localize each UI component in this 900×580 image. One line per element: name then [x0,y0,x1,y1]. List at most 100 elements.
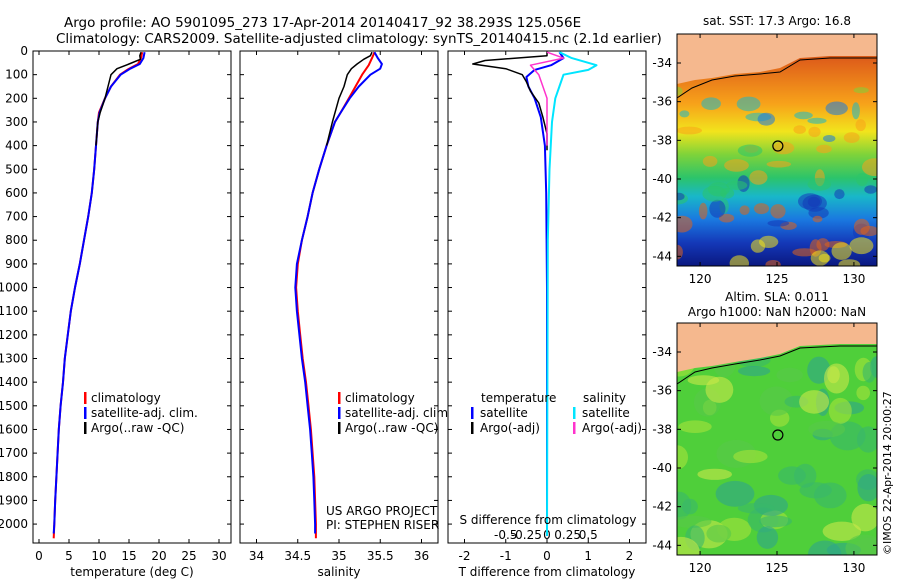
sst-texture-cell [825,101,848,116]
temperature-tick-labels: 0 5 10 15 20 25 30 [35,51,227,563]
sst-contour [677,57,877,99]
sla-texture-cell [778,466,806,485]
sst-texture-cell [701,97,721,110]
sla-argo-location-marker [772,429,784,441]
sla-texture-cell [737,503,775,514]
temperature-series [33,50,231,539]
title-line-2: Climatology: CARS2009. Satellite-adjuste… [56,31,662,47]
sst-texture-cell [698,202,708,220]
sla-longitude-tick-labels: 120 125 130 [689,323,865,575]
sla-texture-cell [814,482,847,509]
sla-texture-cell [828,397,852,424]
series-argo-raw-qc- [95,51,142,146]
sst-texture-cell [834,189,845,200]
sst-texture-cell [739,205,750,215]
legend-swatch-t-satellite [471,407,474,419]
difference-temperature-legend: temperature satellite Argo(-adj) [471,391,556,435]
lon-tick-label: 120 [689,272,712,286]
x-tick-label: 35 [331,549,346,563]
x-tick-label: 0 [543,549,551,563]
sst-texture-cell [831,242,852,260]
salinity-panel: 34 34.5 35 35.5 36 salinity climatology sate… [239,50,452,579]
sst-land [677,34,877,84]
sst-texture-cell [767,220,790,227]
legend-swatch-satellite [338,407,341,419]
s-tick-label: 0.25 [554,528,581,542]
sst-texture-cell [816,144,832,154]
series-satellite-adj-clim- [52,52,146,534]
lat-tick-label: -42 [652,211,672,225]
x-tick-label: 36 [414,549,429,563]
difference-series [448,50,646,536]
salinity-legend: climatology satellite-adj. clim. Argo(..… [338,391,452,435]
sla-land [677,323,877,372]
series-s-argo-adj- [529,51,565,146]
lat-tick-label: -40 [652,461,672,475]
depth-tick-label: 1300 [0,352,28,366]
sst-texture-cell [810,250,830,266]
depth-tick-labels: 0 100 200 300 400 500 600 700 800 900 1000 1100 1200… [0,44,28,531]
legend-swatch-s-satellite [573,407,576,419]
sla-texture-cell [759,386,794,416]
legend-label-t-satellite: satellite [480,406,528,420]
sst-texture-cell [719,213,735,223]
t-difference-tick-labels: -2 -1 0 1 2 [459,51,633,563]
depth-tick-label: 1000 [0,281,28,295]
sst-texture-cell [736,96,761,112]
difference-panel: -2 -1 0 1 2 -0.5-0.25 0 0.250.5 S difference f… [447,50,647,579]
legend-label-satellite: satellite-adj. clim. [91,406,198,420]
sst-texture-cell [843,132,860,144]
sla-texture-cell [808,420,846,438]
depth-tick-label: 1500 [0,399,28,413]
sla-texture-cell [807,540,842,555]
sla-texture-cell [687,375,720,386]
sla-texture-cell [857,474,877,502]
sst-texture-cell [862,158,877,176]
sla-texture-cell [824,363,850,394]
sla-texture-cell [799,390,830,414]
lon-tick-label: 120 [689,561,712,575]
sla-texture-cell [678,420,712,434]
x-tick-label: 30 [211,549,226,563]
pi-annotation: PI: STEPHEN RISER [326,518,439,532]
sst-texture-cell [808,126,821,138]
legend-label-satellite: satellite-adj. clim. [345,406,452,420]
sla-contour [677,345,877,385]
x-tick-label: 5 [65,549,73,563]
lon-tick-label: 130 [842,561,865,575]
series-satellite-adj-clim- [294,51,383,534]
sla-texture-cell [706,524,732,543]
sla-texture-cell [697,468,732,480]
lon-tick-label: 130 [842,272,865,286]
sla-map-title-2: Argo h1000: NaN h2000: NaN [688,305,866,319]
sst-texture-cell [838,259,861,266]
legend-swatch-s-argo [573,422,576,434]
salinity-tick-labels: 34 34.5 35 35.5 36 [249,51,429,563]
sst-texture-cell [856,172,868,187]
x-tick-label: 25 [181,549,196,563]
series-s-satellite [546,51,598,536]
sst-texture-cell [702,155,718,167]
x-tick-label: 15 [121,549,136,563]
depth-tick-label: 1900 [0,493,28,507]
legend-swatch-climatology [84,392,87,404]
sst-texture-cell [753,203,770,215]
x-tick-label: -1 [500,549,512,563]
depth-tick-label: 1200 [0,328,28,342]
x-tick-label: 0 [35,549,43,563]
lat-tick-label: -44 [652,249,672,263]
s-tick-label: 0.5 [579,528,598,542]
sla-texture-cell [857,426,877,453]
legend-swatch-argo [84,422,87,434]
sst-texture-cell [765,260,781,266]
sla-texture-cell [677,536,700,555]
sla-texture-cell [733,449,768,464]
sst-texture-cell [737,144,763,157]
x-tick-label: 34.5 [284,549,311,563]
sst-texture-cell [770,204,786,219]
legend-label-s-satellite: satellite [582,406,630,420]
s-difference-label: S difference from climatology [460,513,637,527]
salinity-series [240,50,438,539]
sst-texture-cell [679,110,690,118]
sla-texture-cell [756,526,779,549]
